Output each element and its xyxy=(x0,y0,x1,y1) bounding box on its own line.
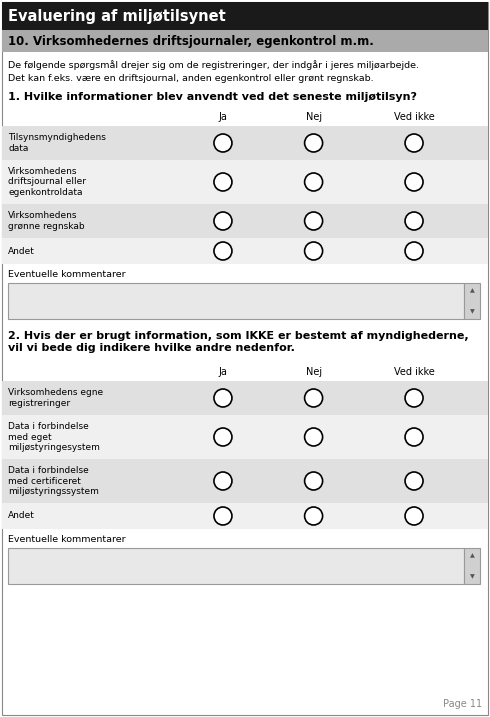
FancyBboxPatch shape xyxy=(8,283,464,319)
Text: Ved ikke: Ved ikke xyxy=(393,112,435,122)
Text: Virksomhedens
grønne regnskab: Virksomhedens grønne regnskab xyxy=(8,212,85,231)
Text: Tilsynsmyndighedens
data: Tilsynsmyndighedens data xyxy=(8,133,106,153)
Circle shape xyxy=(305,134,322,152)
Text: ▲: ▲ xyxy=(469,288,474,293)
Circle shape xyxy=(305,472,322,490)
Text: ▼: ▼ xyxy=(469,574,474,579)
FancyBboxPatch shape xyxy=(2,381,488,415)
Text: Nej: Nej xyxy=(306,112,321,122)
FancyBboxPatch shape xyxy=(2,160,488,204)
FancyBboxPatch shape xyxy=(2,238,488,264)
FancyBboxPatch shape xyxy=(2,459,488,503)
Text: Virksomhedens
driftsjournal eller
egenkontroldata: Virksomhedens driftsjournal eller egenko… xyxy=(8,167,86,197)
Text: Andet: Andet xyxy=(8,511,35,521)
FancyBboxPatch shape xyxy=(464,283,480,319)
FancyBboxPatch shape xyxy=(2,204,488,238)
FancyBboxPatch shape xyxy=(8,548,464,584)
Circle shape xyxy=(405,212,423,230)
Circle shape xyxy=(305,507,322,525)
Circle shape xyxy=(405,389,423,407)
Circle shape xyxy=(214,242,232,260)
Text: Virksomhedens egne
registreringer: Virksomhedens egne registreringer xyxy=(8,389,103,408)
Circle shape xyxy=(405,173,423,191)
Text: 10. Virksomhedernes driftsjournaler, egenkontrol m.m.: 10. Virksomhedernes driftsjournaler, ege… xyxy=(8,34,374,47)
Text: Ved ikke: Ved ikke xyxy=(393,367,435,377)
Text: Andet: Andet xyxy=(8,247,35,255)
Circle shape xyxy=(405,507,423,525)
Circle shape xyxy=(405,472,423,490)
Text: Page 11: Page 11 xyxy=(443,699,482,709)
Text: Eventuelle kommentarer: Eventuelle kommentarer xyxy=(8,270,125,279)
Circle shape xyxy=(305,389,322,407)
Text: Eventuelle kommentarer: Eventuelle kommentarer xyxy=(8,535,125,544)
Text: 2. Hvis der er brugt information, som IKKE er bestemt af myndighederne,
vil vi b: 2. Hvis der er brugt information, som IK… xyxy=(8,331,468,353)
Circle shape xyxy=(214,173,232,191)
Text: ▲: ▲ xyxy=(469,553,474,558)
FancyBboxPatch shape xyxy=(2,30,488,52)
Circle shape xyxy=(305,173,322,191)
Circle shape xyxy=(214,212,232,230)
Circle shape xyxy=(305,428,322,446)
Text: De følgende spørgsmål drejer sig om de registreringer, der indgår i jeres miljøa: De følgende spørgsmål drejer sig om de r… xyxy=(8,60,419,70)
Text: Det kan f.eks. være en driftsjournal, anden egenkontrol eller grønt regnskab.: Det kan f.eks. være en driftsjournal, an… xyxy=(8,74,373,83)
Text: ▼: ▼ xyxy=(469,309,474,314)
Circle shape xyxy=(214,428,232,446)
Circle shape xyxy=(214,134,232,152)
Circle shape xyxy=(305,242,322,260)
Text: Ja: Ja xyxy=(219,367,227,377)
FancyBboxPatch shape xyxy=(464,548,480,584)
FancyBboxPatch shape xyxy=(2,126,488,160)
FancyBboxPatch shape xyxy=(2,503,488,529)
Circle shape xyxy=(305,212,322,230)
Text: Data i forbindelse
med eget
miljøstyringesystem: Data i forbindelse med eget miljøstyring… xyxy=(8,422,100,452)
Circle shape xyxy=(405,428,423,446)
Text: Nej: Nej xyxy=(306,367,321,377)
Text: 1. Hvilke informationer blev anvendt ved det seneste miljøtilsyn?: 1. Hvilke informationer blev anvendt ved… xyxy=(8,92,417,102)
Circle shape xyxy=(405,134,423,152)
FancyBboxPatch shape xyxy=(2,415,488,459)
FancyBboxPatch shape xyxy=(2,2,488,30)
Text: Ja: Ja xyxy=(219,112,227,122)
Circle shape xyxy=(214,472,232,490)
Circle shape xyxy=(214,507,232,525)
Text: Evaluering af miljøtilsynet: Evaluering af miljøtilsynet xyxy=(8,9,226,24)
Circle shape xyxy=(214,389,232,407)
Circle shape xyxy=(405,242,423,260)
Text: Data i forbindelse
med certificeret
miljøstyringssystem: Data i forbindelse med certificeret milj… xyxy=(8,466,99,496)
